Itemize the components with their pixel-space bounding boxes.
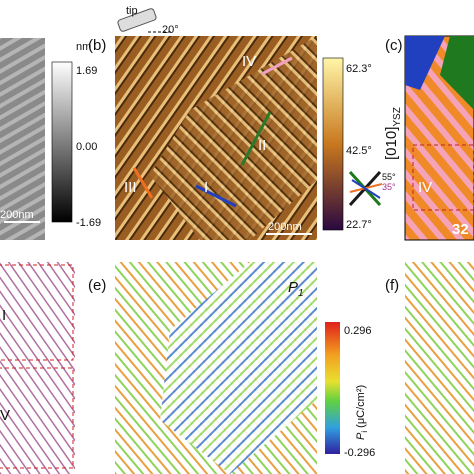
panel-label: (b) xyxy=(88,37,106,54)
inset-angle: 35° xyxy=(382,182,396,192)
marker-line xyxy=(240,111,272,166)
domain-region xyxy=(160,262,317,474)
panel-label: (e) xyxy=(88,277,106,294)
region-label: I xyxy=(204,179,208,196)
colorbar-tick: -0.296 xyxy=(344,447,375,459)
panel-label: (c) xyxy=(385,37,403,54)
panel-f: (f) xyxy=(385,262,474,474)
angle-inset xyxy=(348,170,383,207)
highlight-box xyxy=(412,144,474,211)
colorbar-unit: nm xyxy=(76,41,91,53)
colorbar-tick: 0.296 xyxy=(344,325,372,337)
colorbar-tick: 1.69 xyxy=(76,65,97,77)
marker-line xyxy=(261,56,293,76)
colorbar-title: Pi (μC/cm²) xyxy=(355,385,369,440)
region-label: IV xyxy=(418,179,432,196)
inset-angle: 55° xyxy=(382,172,396,182)
polarization-map xyxy=(405,262,474,474)
colorbar-tick: 0.00 xyxy=(76,141,97,153)
marker-line xyxy=(132,167,154,199)
component-label: P1 xyxy=(288,279,304,299)
colorbar xyxy=(322,57,344,231)
panel-d: I V xyxy=(0,262,75,474)
panel-label: (f) xyxy=(385,277,399,294)
tip-label: tip xyxy=(126,5,138,17)
component-subscript: 1 xyxy=(298,288,304,299)
angle-label: 32 xyxy=(452,221,469,238)
highlight-box xyxy=(0,367,74,469)
region-label: I xyxy=(2,307,6,324)
colorbar-unit: (μC/cm²) xyxy=(355,385,367,431)
tip-angle: 20° xyxy=(162,24,179,36)
region-label: III xyxy=(124,179,137,196)
colorbar-tick: -1.69 xyxy=(76,217,101,229)
axis-subscript: YSZ xyxy=(392,107,403,126)
axis-label: [010]YSZ xyxy=(383,107,403,160)
colorbar-subscript: i xyxy=(360,431,369,433)
scale-label: 200nm xyxy=(0,209,34,221)
scale-label: 200nm xyxy=(268,221,302,233)
component-symbol: P xyxy=(288,279,298,296)
panel-e: (e) P1 0.296 -0.296 Pi (μC/cm²) xyxy=(88,262,375,474)
region-label: V xyxy=(0,407,10,424)
panel-c: (c) [010]YSZ IV 32 xyxy=(383,35,474,241)
region-label: II xyxy=(258,137,266,154)
colorbar-tick: 42.5° xyxy=(346,145,372,157)
colorbar-tick: 62.3° xyxy=(346,63,372,75)
domain-region xyxy=(150,36,317,240)
highlight-box xyxy=(0,264,74,361)
afm-image xyxy=(0,38,45,240)
region-label: IV xyxy=(242,53,256,70)
colorbar xyxy=(325,322,340,454)
colorbar-symbol: P xyxy=(355,432,367,440)
domain-region xyxy=(405,36,445,90)
marker-line xyxy=(195,184,237,208)
panel-a: 200nm nm 1.69 0.00 -1.69 xyxy=(0,38,101,240)
panel-b: (b) tip 20° IV II III I 200nm 62.3° 42.5… xyxy=(88,5,396,240)
axis-text: [010] xyxy=(383,127,400,160)
domain-region xyxy=(440,36,474,110)
colorbar xyxy=(51,61,73,223)
colorbar-tick: 22.7° xyxy=(346,219,372,231)
tip-icon xyxy=(117,8,157,32)
